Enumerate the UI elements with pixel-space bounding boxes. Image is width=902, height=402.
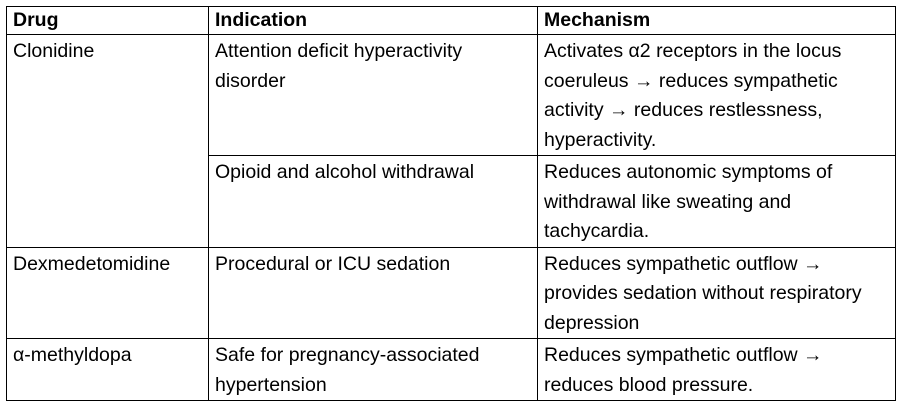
table-row: Opioid and alcohol withdrawal Reduces au… [7,155,896,248]
header-indication: Indication [208,6,538,35]
header-row: Drug Indication Mechanism [6,6,896,35]
cell-drug: Dexmedetomidine [6,246,209,339]
cell-indication: Opioid and alcohol withdrawal [208,155,538,248]
header-mechanism: Mechanism [537,6,896,35]
cell-drug: α-methyldopa [6,338,209,401]
table-row: α-methyldopa Safe for pregnancy-associat… [6,338,896,401]
cell-mechanism: Reduces autonomic symptoms of withdrawal… [537,155,896,248]
table-row: Clonidine Attention deficit hyperactivit… [6,34,896,248]
cell-mechanism: Reduces sympathetic outflow → provides s… [537,246,896,339]
table-header: Drug Indication Mechanism [6,6,896,35]
header-drug: Drug [6,6,209,35]
cell-indication: Safe for pregnancy-associated hypertensi… [208,338,538,401]
table-row: Dexmedetomidine Procedural or ICU sedati… [6,246,896,339]
cell-drug: Clonidine [6,34,209,248]
cell-mechanism: Reduces sympathetic outflow → reduces bl… [537,338,896,401]
cell-mechanism: Activates α2 receptors in the locus coer… [537,34,896,156]
table-body: Clonidine Attention deficit hyperactivit… [6,34,896,401]
drug-table: Drug Indication Mechanism Clonidine Atte… [6,6,896,401]
cell-indication: Procedural or ICU sedation [208,246,538,339]
cell-indication: Attention deficit hyperactivity disorder [208,34,538,156]
